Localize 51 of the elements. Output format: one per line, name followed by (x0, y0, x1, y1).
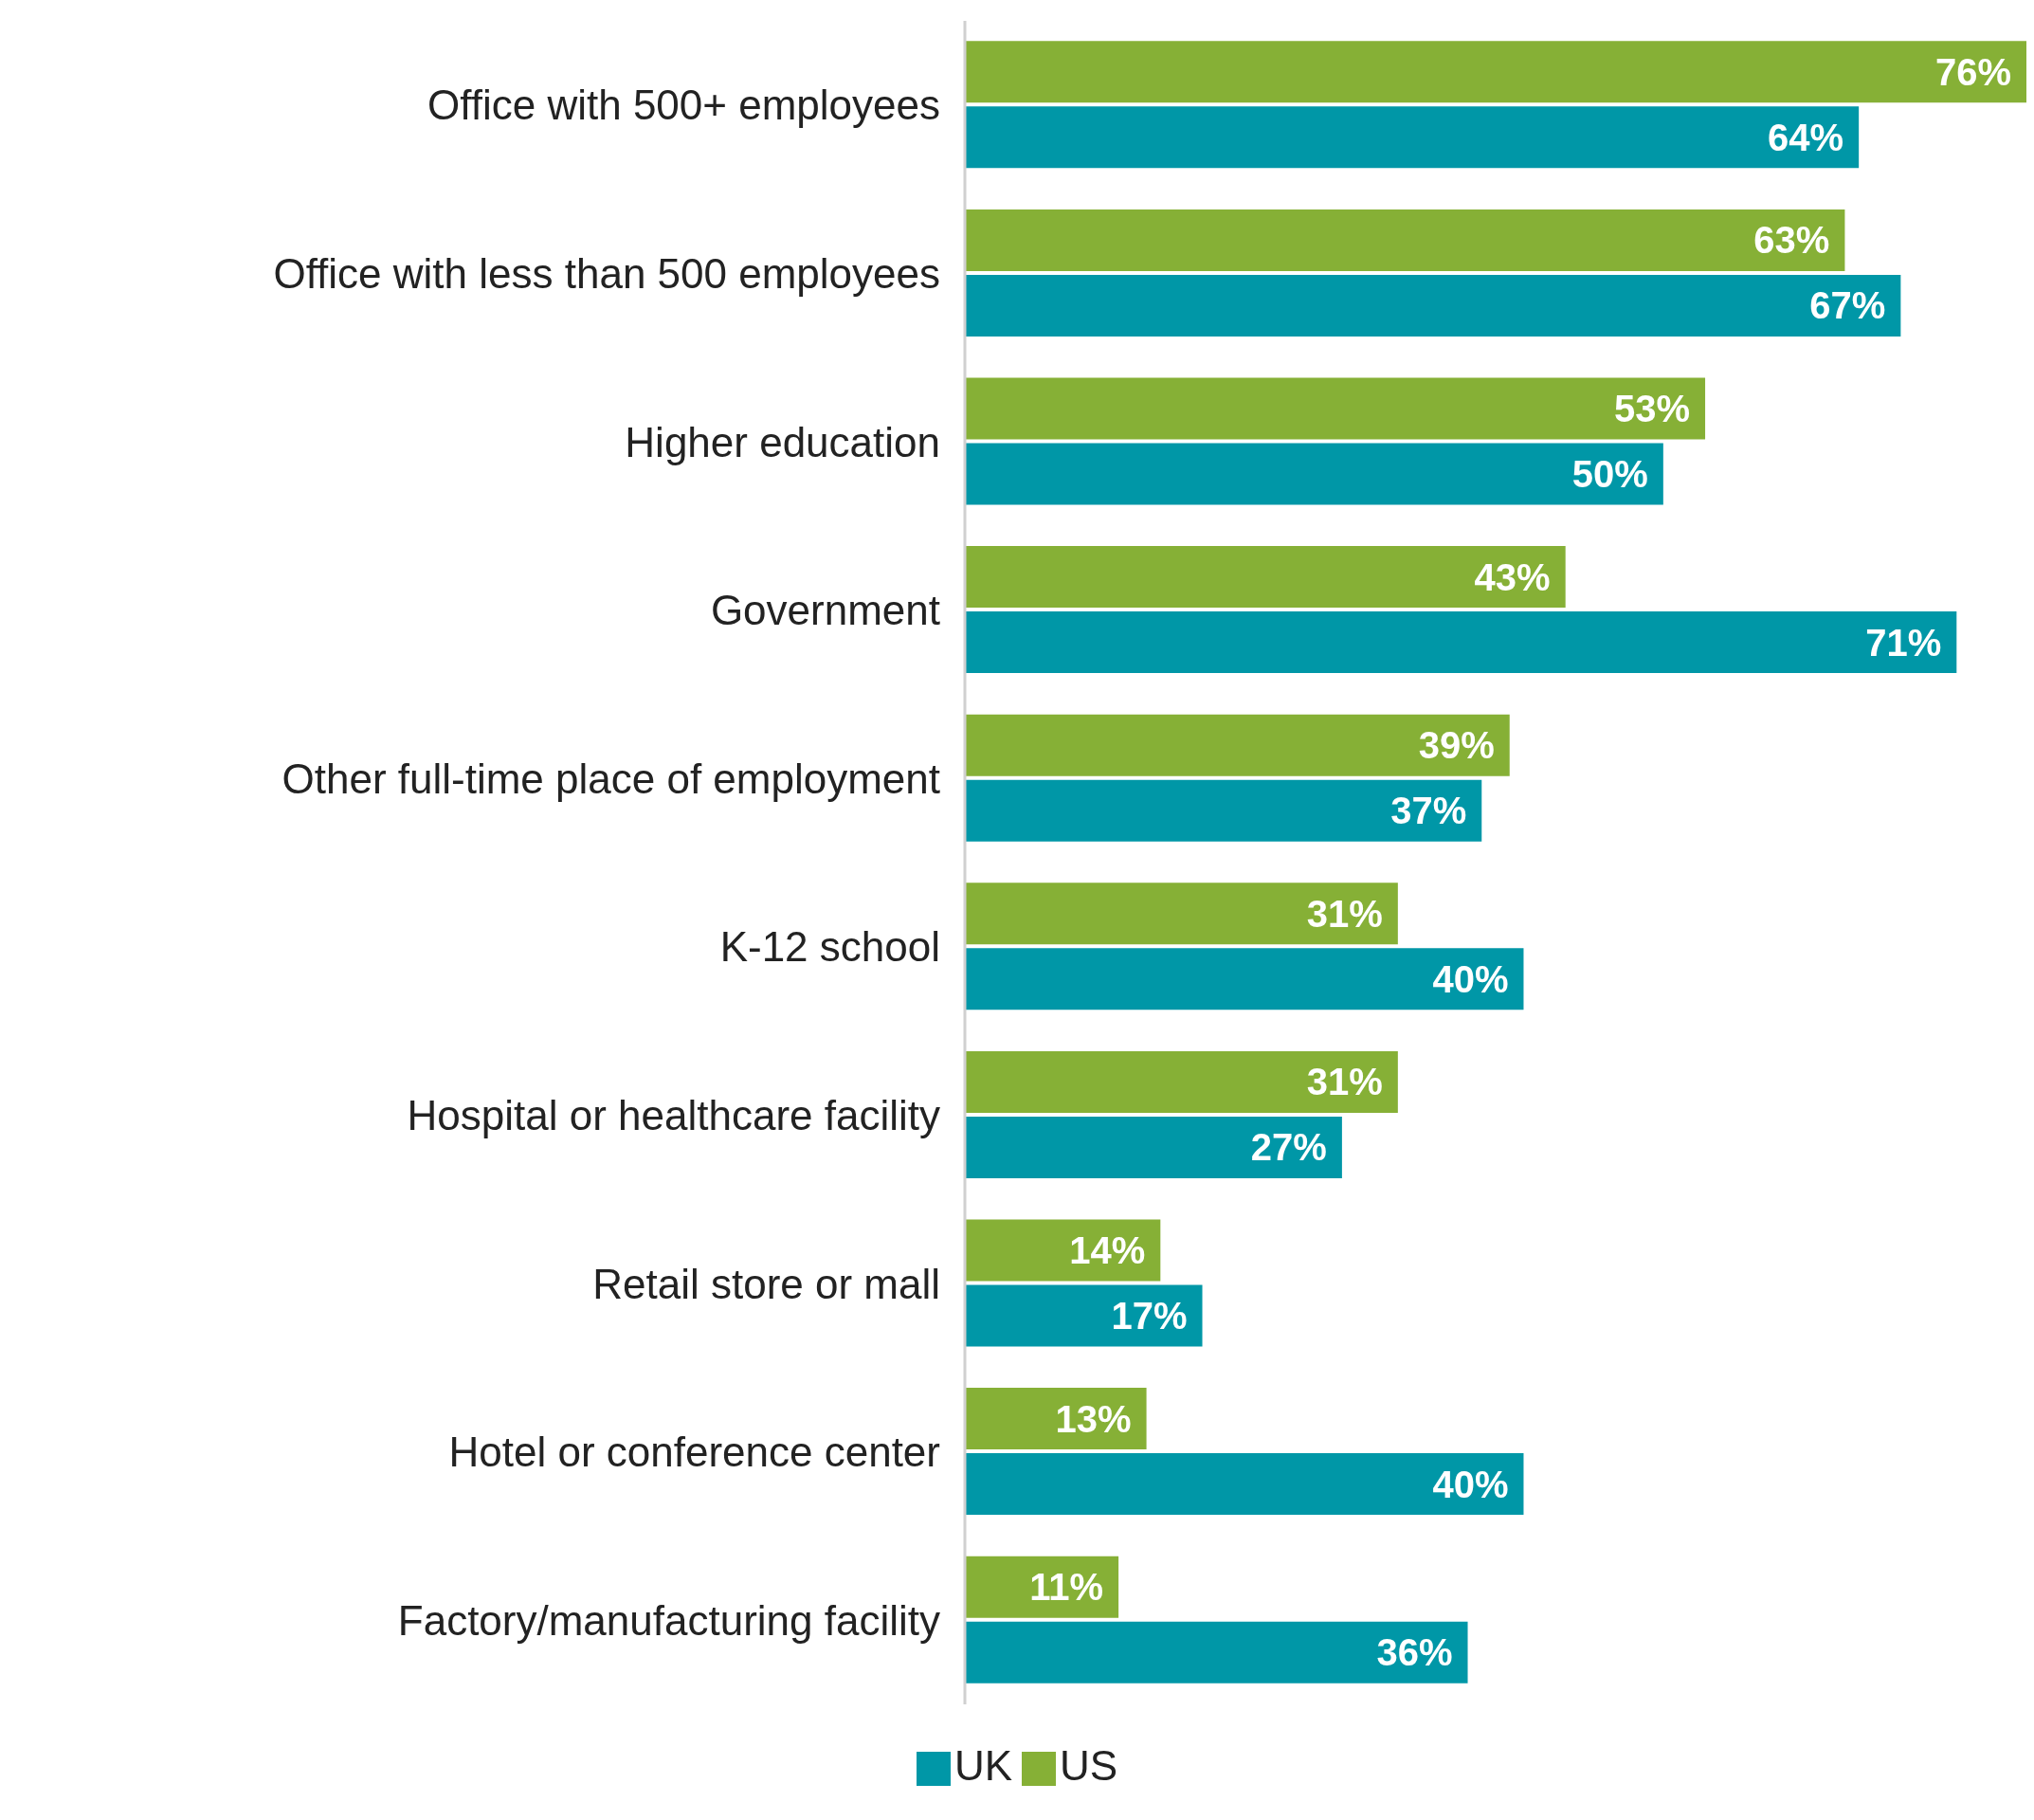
bar (965, 106, 1860, 169)
y-tick-label: Hotel or conference center (448, 1429, 940, 1476)
bar (965, 443, 1663, 505)
data-label: 14% (1069, 1229, 1146, 1272)
data-label: 36% (1376, 1631, 1453, 1674)
y-tick-label: Other full-time place of employment (281, 755, 940, 802)
bar (965, 546, 1566, 609)
y-tick-label: Higher education (625, 418, 940, 465)
bar (965, 209, 1845, 271)
data-label: 43% (1474, 555, 1551, 598)
bar (965, 1219, 1161, 1282)
data-label: 27% (1250, 1126, 1327, 1169)
y-tick-label: Office with 500+ employees (427, 82, 940, 129)
data-label: 71% (1865, 621, 1942, 664)
data-label: 13% (1055, 1397, 1132, 1440)
data-label: 63% (1753, 219, 1830, 262)
bar (965, 1284, 1203, 1347)
y-tick-label: Factory/manufacturing facility (397, 1596, 940, 1644)
data-label: 40% (1432, 1463, 1509, 1505)
legend-label: UK (953, 1742, 1012, 1789)
bar (965, 611, 1957, 674)
data-label: 50% (1571, 453, 1648, 496)
bar (965, 714, 1510, 776)
y-tick-label: Hospital or healthcare facility (407, 1092, 940, 1139)
y-tick-label: Office with less than 500 employees (273, 250, 940, 298)
y-tick-label: Retail store or mall (592, 1260, 940, 1307)
bar (965, 779, 1482, 842)
data-label: 39% (1418, 724, 1495, 767)
bar (965, 1050, 1398, 1113)
data-label: 31% (1306, 1061, 1383, 1103)
data-label: 40% (1432, 957, 1509, 1000)
bar (965, 883, 1398, 945)
data-label: 17% (1111, 1295, 1188, 1338)
data-label: 76% (1934, 50, 2011, 93)
bar (965, 1453, 1524, 1516)
bar (965, 377, 1706, 440)
y-tick-label: K-12 school (719, 923, 940, 971)
data-label: 31% (1306, 892, 1383, 935)
data-label: 37% (1390, 790, 1467, 832)
bar (965, 274, 1901, 337)
data-label: 67% (1809, 284, 1886, 327)
bar (965, 948, 1524, 1010)
data-label: 64% (1768, 116, 1844, 158)
y-tick-label: Government (710, 587, 940, 634)
data-label: 53% (1613, 388, 1691, 430)
data-label: 11% (1029, 1566, 1104, 1609)
bar (965, 41, 2026, 103)
bar (965, 1388, 1147, 1450)
bar (965, 1116, 1342, 1178)
bar (965, 1621, 1468, 1684)
legend-label: US (1060, 1742, 1118, 1789)
